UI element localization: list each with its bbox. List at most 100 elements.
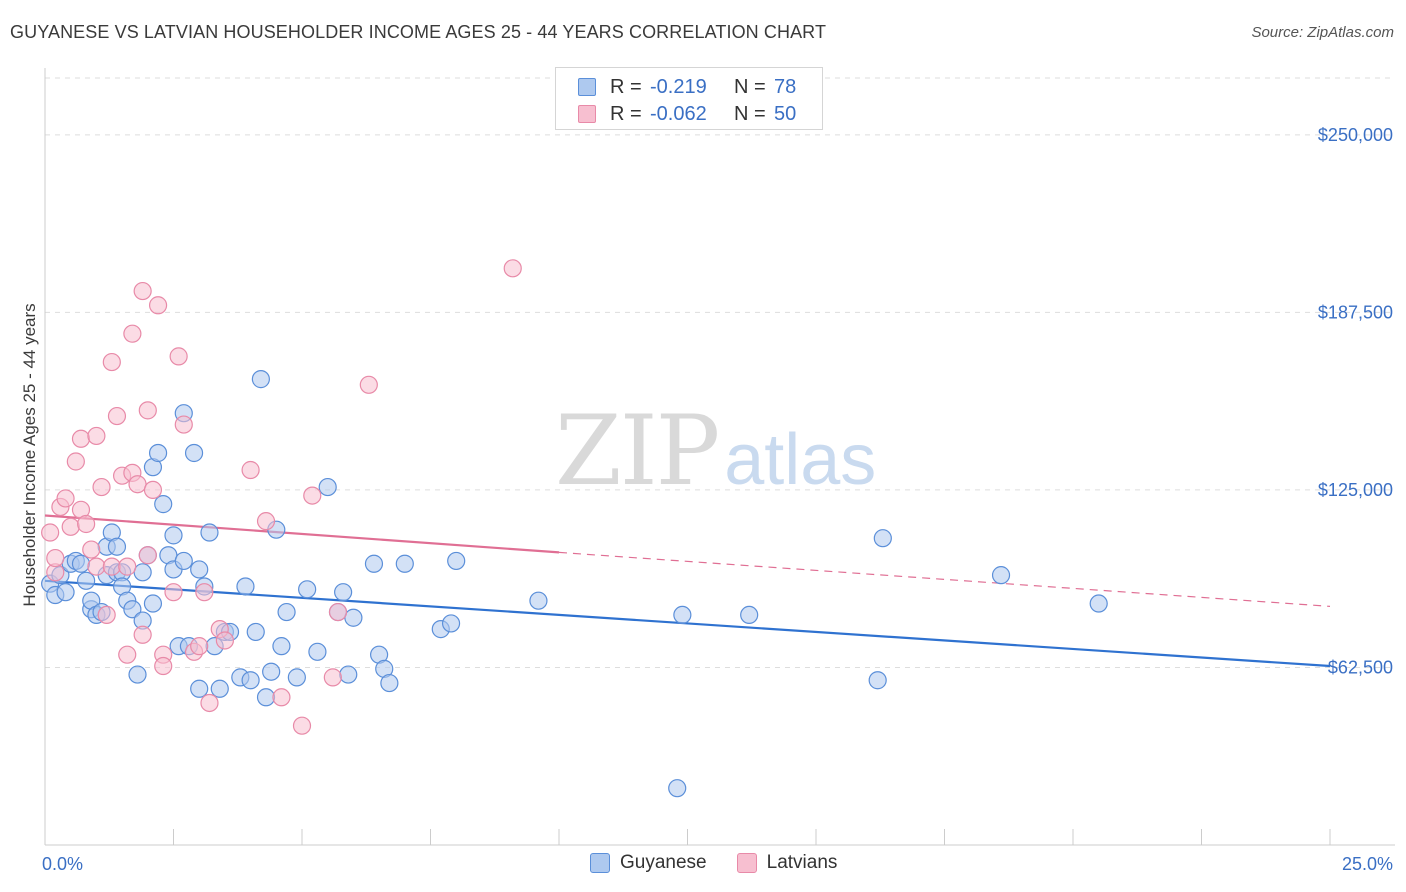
latvians-point: [138, 546, 157, 565]
guyanese-point: [668, 779, 687, 798]
latvians-point: [323, 668, 342, 687]
n-label: N =: [734, 75, 766, 98]
latvians-point: [169, 347, 188, 366]
latvians-point: [241, 460, 260, 480]
guyanese-point: [77, 571, 96, 590]
guyanese-point: [868, 671, 887, 690]
latvians-point: [256, 512, 276, 531]
latvians-point: [46, 548, 65, 568]
y-tick-label: $125,000: [1318, 480, 1393, 500]
legend-item-guyanese[interactable]: Guyanese: [590, 852, 707, 874]
guyanese-point: [441, 614, 461, 633]
guyanese-swatch: [590, 853, 610, 873]
n-value: 78: [774, 75, 797, 98]
latvians-point: [138, 401, 157, 420]
guyanese-point: [143, 594, 163, 613]
guyanese-point: [991, 566, 1011, 585]
latvians-point: [92, 477, 111, 497]
guyanese-point: [133, 563, 152, 582]
latvians-point: [215, 631, 234, 650]
guyanese-point: [190, 679, 209, 698]
guyanese-point: [873, 529, 892, 548]
y-axis-title: Householder Income Ages 25 - 44 years: [20, 303, 39, 606]
latvians-point: [133, 625, 152, 644]
latvians-point: [102, 557, 121, 576]
latvians-point: [148, 296, 168, 315]
latvians-point: [272, 688, 291, 707]
latvians-point: [71, 429, 91, 448]
data-points: [41, 259, 1108, 798]
guyanese-point: [154, 495, 173, 514]
guyanese-point: [164, 526, 183, 545]
guyanese-point: [339, 665, 358, 684]
trend-lines: [44, 514, 1331, 668]
guyanese-point: [148, 443, 168, 463]
latvians-point: [77, 514, 96, 534]
guyanese-point: [364, 554, 384, 573]
guyanese-point: [128, 665, 147, 684]
x-tick-label: 0.0%: [42, 854, 83, 874]
guyanese-point: [71, 554, 91, 573]
legend-label: Guyanese: [620, 852, 707, 873]
legend-row-guyanese: R = -0.219 N = 78: [578, 74, 796, 100]
latvians-point: [87, 557, 106, 576]
r-value: -0.219: [650, 75, 707, 98]
latvians-point: [102, 352, 121, 372]
latvians-point: [143, 480, 163, 500]
guyanese-point: [308, 642, 327, 661]
guyanese-point: [318, 477, 337, 497]
latvians-point: [97, 605, 116, 625]
latvians-point: [123, 324, 142, 343]
guyanese-point: [190, 560, 209, 579]
latvians-point: [328, 602, 348, 622]
latvians-point: [107, 406, 127, 426]
x-tick-label: 25.0%: [1342, 854, 1393, 874]
guyanese-point: [334, 583, 353, 602]
latvians-trend-extension: [558, 551, 1331, 607]
latvians-point: [195, 583, 214, 602]
legend-item-latvians[interactable]: Latvians: [736, 852, 838, 874]
guyanese-point: [123, 600, 142, 619]
latvians-point: [200, 693, 219, 713]
guyanese-point: [107, 537, 127, 556]
correlation-legend: R = -0.219 N = 78 R = -0.062 N = 50: [555, 67, 823, 130]
guyanese-point: [236, 577, 255, 596]
latvians-point: [82, 540, 101, 559]
guyanese-point: [184, 443, 204, 463]
latvians-point: [118, 645, 137, 664]
legend-label: Latvians: [766, 852, 838, 873]
latvians-trend-line: [44, 514, 560, 554]
guyanese-point: [174, 551, 193, 571]
guyanese-swatch: [578, 78, 596, 96]
latvians-point: [154, 656, 173, 676]
guyanese-point: [277, 602, 296, 622]
y-tick-label: $250,000: [1318, 125, 1393, 145]
latvians-swatch: [578, 105, 596, 123]
n-label: N =: [734, 102, 766, 125]
latvians-point: [303, 486, 322, 505]
guyanese-point: [241, 671, 260, 690]
guyanese-trend-line: [44, 579, 1331, 668]
guyanese-point: [298, 580, 317, 599]
guyanese-point: [740, 605, 759, 625]
latvians-point: [133, 281, 152, 301]
guyanese-point: [262, 662, 281, 681]
latvians-point: [41, 523, 60, 542]
latvians-point: [118, 557, 137, 576]
r-label: R =: [610, 75, 642, 98]
latvians-point: [359, 375, 378, 394]
latvians-point: [190, 637, 209, 656]
latvians-swatch: [736, 853, 757, 873]
latvians-point: [174, 415, 193, 434]
guyanese-point: [447, 551, 466, 571]
guyanese-point: [272, 637, 291, 656]
axis-labels: $62,500 $125,000 $187,500 $250,000 0.0% 25.0%…: [20, 125, 1393, 874]
latvians-point: [128, 475, 147, 494]
y-tick-label: $62,500: [1328, 657, 1393, 677]
guyanese-point: [256, 688, 276, 707]
guyanese-point: [395, 554, 414, 573]
source-label: Source: ZipAtlas.com: [1251, 24, 1394, 41]
n-value: 50: [774, 102, 797, 125]
guyanese-point: [251, 370, 270, 389]
guyanese-point: [344, 608, 363, 627]
